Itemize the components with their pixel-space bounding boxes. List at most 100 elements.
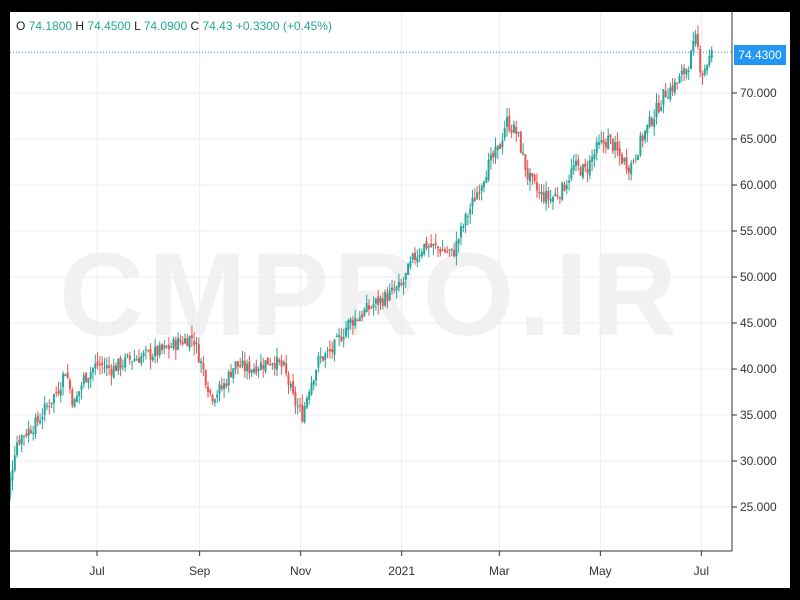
y-tick-label: 50.000: [740, 270, 777, 284]
candle-body: [570, 168, 573, 179]
candle-body: [437, 246, 439, 249]
candle-body: [487, 159, 490, 180]
ohlc-header: O 74.1800 H 74.4500 L 74.0900 C 74.43 +0…: [16, 19, 332, 33]
candle-body: [55, 392, 58, 394]
candle-body: [653, 118, 656, 127]
candle-body: [103, 367, 106, 369]
candle-body: [542, 192, 545, 202]
candle-body: [50, 402, 53, 405]
candle-body: [112, 365, 115, 378]
candle-body: [276, 356, 278, 370]
candle-body: [363, 309, 366, 316]
y-tick-label: 70.000: [740, 86, 777, 100]
candle-body: [418, 254, 421, 257]
candle-body: [101, 362, 104, 366]
candle-body: [641, 135, 644, 141]
x-tick-label: 2021: [388, 564, 415, 578]
candle-body: [621, 154, 623, 164]
candle-body: [372, 304, 375, 308]
candle-body: [414, 252, 416, 260]
candle-body: [379, 297, 382, 303]
candle-body: [110, 368, 113, 376]
candle-body: [299, 405, 301, 407]
candle-body: [627, 167, 630, 173]
candle-body: [616, 141, 619, 151]
candle-body: [223, 383, 226, 390]
candle-body: [271, 363, 274, 365]
candle-body: [18, 439, 21, 444]
candle-body: [227, 371, 230, 386]
candle-body: [105, 365, 108, 369]
candle-body: [163, 345, 166, 349]
candle-body: [315, 370, 318, 381]
low-value: 74.0900: [143, 19, 188, 33]
candle-body: [556, 195, 559, 197]
candle-body: [144, 349, 147, 351]
price-chart[interactable]: 25.000 30.000 35.000 40.000 45.000 50.000 55.0…: [10, 12, 790, 588]
candle-body: [241, 360, 244, 366]
candle-body: [393, 289, 396, 291]
candle-body: [660, 106, 663, 111]
candle-body: [177, 337, 180, 350]
x-tick-label: Jul: [694, 564, 709, 578]
candle-body: [140, 356, 143, 364]
candle-body: [407, 263, 410, 275]
candle-body: [506, 117, 508, 127]
candle-body: [538, 192, 541, 193]
candle-body: [673, 81, 676, 93]
candle-body: [683, 68, 686, 74]
candle-body: [623, 158, 626, 162]
candle-body: [699, 49, 702, 73]
candle-body: [508, 115, 511, 131]
candle-body: [496, 145, 499, 150]
candle-body: [448, 249, 451, 251]
candle-body: [694, 34, 697, 44]
candle-body: [128, 355, 131, 360]
candle-body: [216, 394, 219, 398]
candle-body: [345, 327, 347, 337]
candle-body: [250, 369, 253, 373]
candle-body: [294, 392, 297, 406]
candle-body: [179, 339, 182, 342]
candle-body: [96, 361, 99, 366]
candle-body: [584, 163, 587, 168]
candle-body: [73, 399, 76, 408]
candle-body: [630, 162, 633, 175]
candle-body: [121, 365, 124, 367]
candle-body: [209, 389, 212, 393]
candle-body: [25, 433, 28, 436]
candle-body: [16, 442, 19, 456]
candle-body: [581, 164, 584, 178]
candle-body: [236, 361, 239, 367]
candle-body: [377, 296, 380, 305]
change-value: +0.3300 (+0.45%): [235, 19, 332, 33]
candle-body: [66, 372, 69, 378]
candle-body: [568, 180, 571, 183]
candle-body: [637, 155, 640, 160]
candle-body: [342, 336, 345, 340]
candle-body: [280, 360, 283, 367]
candle-body: [43, 403, 46, 415]
candle-body: [232, 368, 235, 379]
candle-body: [625, 157, 628, 170]
candle-body: [11, 470, 14, 481]
candle-body: [78, 391, 81, 396]
candle-body: [678, 76, 681, 84]
candle-body: [464, 213, 467, 226]
candle-body: [126, 354, 129, 357]
candle-body: [119, 357, 122, 369]
candle-body: [611, 139, 614, 152]
candle-body: [492, 152, 495, 158]
candle-body: [253, 368, 255, 373]
candle-body: [708, 56, 711, 66]
candle-body: [273, 363, 276, 369]
candle-body: [690, 50, 692, 69]
high-value: 74.4500: [87, 19, 131, 33]
candle-body: [430, 243, 433, 247]
candle-body: [200, 360, 203, 364]
candle-body: [266, 357, 269, 365]
candle-body: [607, 135, 610, 150]
candle-body: [80, 385, 83, 390]
candle-body: [533, 174, 536, 181]
candle-body: [441, 249, 444, 251]
